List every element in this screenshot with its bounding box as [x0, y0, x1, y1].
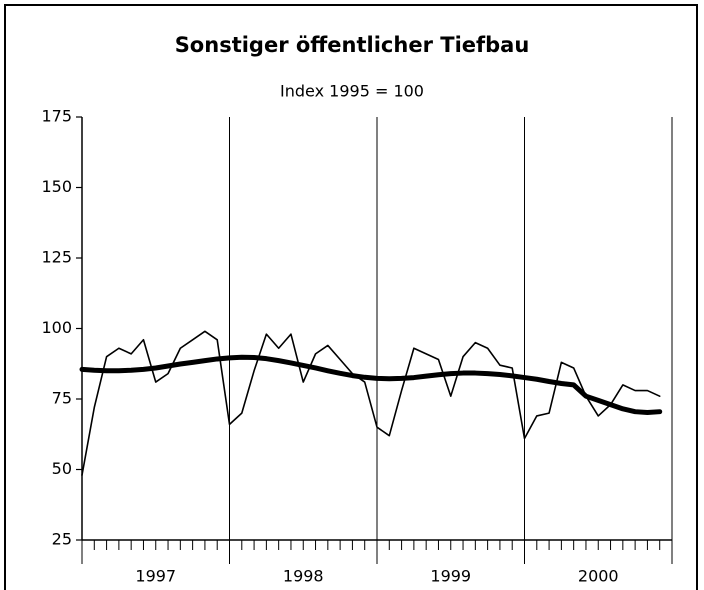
series-line [81, 330, 661, 476]
y-tick-label: 75 [52, 389, 72, 408]
x-tick-label: 2000 [578, 567, 619, 586]
y-tick-label: 100 [41, 318, 72, 337]
chart-title: Sonstiger öffentlicher Tiefbau [175, 33, 530, 57]
x-tick-label: 1999 [430, 567, 471, 586]
series-line [79, 354, 663, 416]
frame [4, 4, 698, 590]
x-tick-label: 1998 [283, 567, 324, 586]
y-tick-label: 125 [41, 248, 72, 267]
y-tick-label: 50 [52, 459, 72, 478]
x-tick-label: 1997 [135, 567, 176, 586]
y-tick-label: 150 [41, 177, 72, 196]
chart-subtitle: Index 1995 = 100 [280, 82, 424, 101]
y-tick-label: 25 [52, 530, 72, 549]
y-tick-label: 175 [41, 107, 72, 126]
